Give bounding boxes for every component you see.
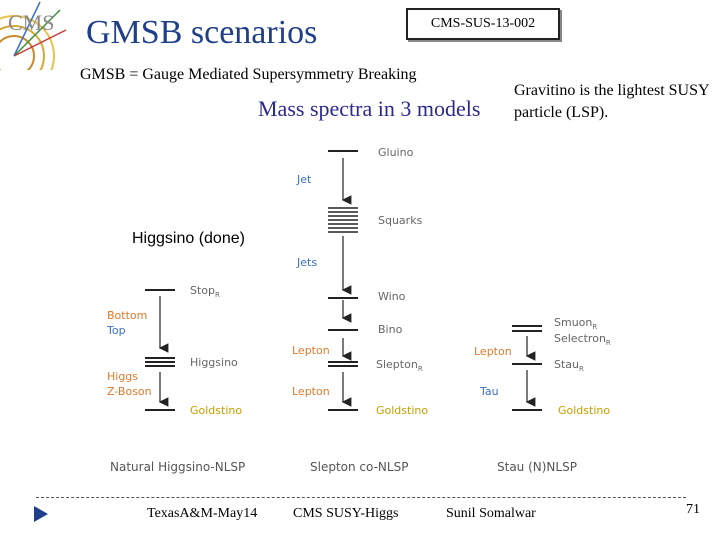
slide-title: GMSB scenarios xyxy=(86,14,318,51)
selectron-label: SelectronR xyxy=(554,332,611,347)
svg-text:CMS: CMS xyxy=(8,10,54,35)
jets-label: Jets xyxy=(296,256,317,269)
center-spectrum: Gluino Jet Squarks Jets Wino Bino Lepton… xyxy=(292,146,428,474)
higgs-label: Higgs xyxy=(107,370,138,383)
center-lepton1-label: Lepton xyxy=(292,344,330,357)
footer-event: TexasA&M-May14 xyxy=(147,506,258,521)
right-goldstino-label: Goldstino xyxy=(558,404,610,417)
mass-spectra-diagram: Gluino Jet Squarks Jets Wino Bino Lepton… xyxy=(106,146,611,474)
gravitino-note: Gravitino is the lightest SUSY particle … xyxy=(514,82,709,121)
higgsino-note: Higgsino (done) xyxy=(132,230,245,247)
footer-author: Sunil Somalwar xyxy=(446,506,536,521)
left-goldstino-label: Goldstino xyxy=(190,404,242,417)
mass-spectra-heading: Mass spectra in 3 models xyxy=(258,96,481,121)
page-number: 71 xyxy=(686,502,700,517)
stop-label: StopR xyxy=(190,284,220,299)
squarks-label: Squarks xyxy=(378,214,423,227)
cms-logo: CMS xyxy=(0,0,70,70)
gluino-label: Gluino xyxy=(378,146,414,159)
slepton-label: SleptonR xyxy=(376,358,423,373)
center-caption: Slepton co-NLSP xyxy=(310,460,408,474)
center-lepton2-label: Lepton xyxy=(292,385,330,398)
tau-label: Tau xyxy=(479,385,499,398)
bottom-label: Bottom xyxy=(107,309,147,322)
left-spectrum: StopR Bottom Top Higgsino Higgs Z-Boson … xyxy=(106,284,245,474)
left-higgsino-label: Higgsino xyxy=(190,356,238,369)
footer-topic: CMS SUSY-Higgs xyxy=(293,506,399,521)
stau-label: StauR xyxy=(554,358,584,373)
center-goldstino-label: Goldstino xyxy=(376,404,428,417)
jet-label: Jet xyxy=(296,173,312,186)
reference-box: CMS-SUS-13-002 xyxy=(406,8,560,40)
nav-arrow-icon[interactable] xyxy=(34,506,48,522)
left-caption: Natural Higgsino-NLSP xyxy=(110,460,245,474)
footer-divider xyxy=(36,497,686,498)
squarks-levels xyxy=(328,207,358,233)
zboson-label: Z-Boson xyxy=(107,385,152,398)
right-spectrum: SmuonR SelectronR Lepton StauR Tau Golds… xyxy=(474,316,611,474)
bino-label: Bino xyxy=(378,323,403,336)
subtitle: GMSB = Gauge Mediated Supersymmetry Brea… xyxy=(80,66,417,83)
top-label: Top xyxy=(106,324,126,337)
smuon-label: SmuonR xyxy=(554,316,597,331)
right-lepton-label: Lepton xyxy=(474,345,512,358)
wino-label: Wino xyxy=(378,290,406,303)
right-caption: Stau (N)NLSP xyxy=(497,460,577,474)
